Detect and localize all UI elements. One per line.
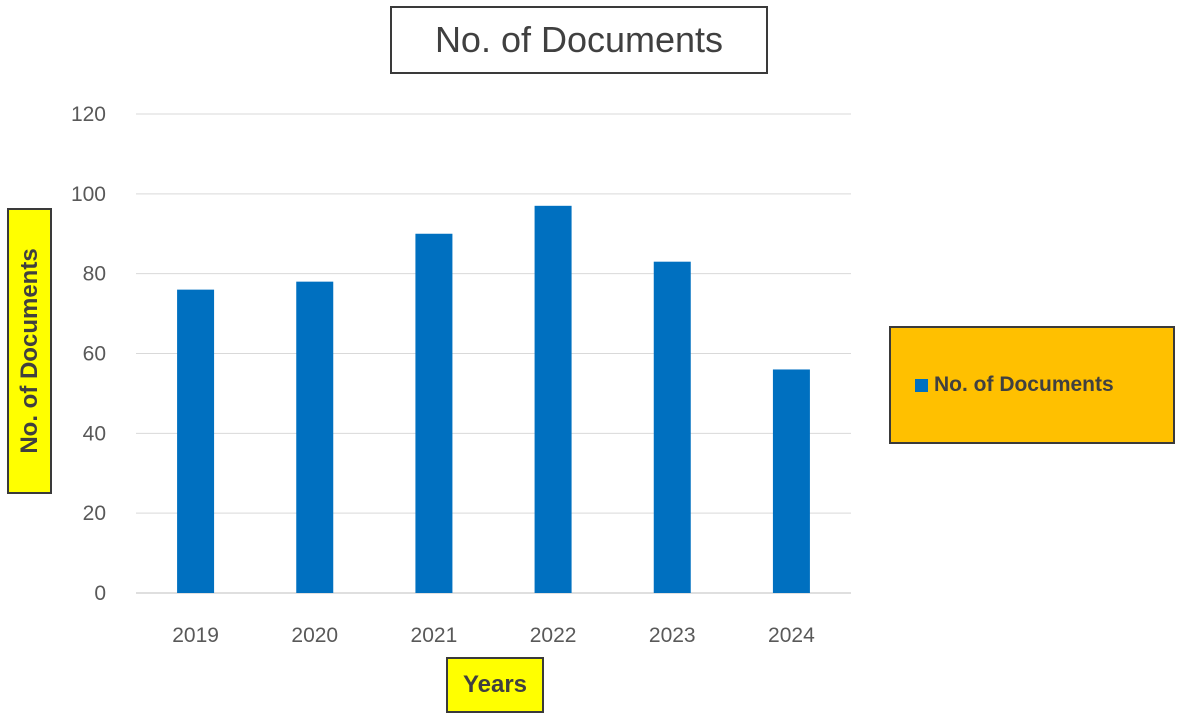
bar-2022 xyxy=(534,205,572,593)
x-tick-label: 2024 xyxy=(768,624,815,647)
y-tick-label: 40 xyxy=(83,422,106,445)
legend-swatch xyxy=(915,378,928,392)
y-tick-label: 20 xyxy=(83,502,106,525)
x-tick-label: 2019 xyxy=(172,624,219,647)
bar-2024 xyxy=(772,369,810,593)
x-tick-label: 2021 xyxy=(411,624,458,647)
y-axis-ticks: 0 20 40 60 80 100 120 xyxy=(71,103,106,605)
bar-2021 xyxy=(415,233,453,593)
bar-2023 xyxy=(653,261,691,593)
y-tick-label: 100 xyxy=(71,183,106,206)
x-tick-label: 2020 xyxy=(291,624,338,647)
bar-2019 xyxy=(177,289,215,593)
chart-title-text: No. of Documents xyxy=(434,19,724,60)
y-tick-label: 80 xyxy=(83,263,106,286)
x-axis-ticks: 2019 2020 2021 2022 2023 2024 xyxy=(172,624,815,647)
legend-label: No. of Documents xyxy=(934,373,1114,396)
x-tick-label: 2022 xyxy=(530,624,577,647)
x-axis-label-text: Years xyxy=(462,671,528,698)
y-axis-label: No. of Documents xyxy=(7,208,52,494)
x-tick-label: 2023 xyxy=(649,624,696,647)
y-tick-label: 0 xyxy=(94,582,106,605)
y-tick-label: 60 xyxy=(83,343,106,366)
x-axis-label: Years xyxy=(446,657,544,713)
y-tick-label: 120 xyxy=(71,103,106,126)
legend: No. of Documents xyxy=(889,326,1175,444)
bar-2020 xyxy=(296,281,334,593)
chart-title: No. of Documents xyxy=(390,6,768,74)
gridlines xyxy=(136,113,851,594)
bars xyxy=(177,205,810,593)
y-axis-label-text: No. of Documents xyxy=(15,248,43,454)
